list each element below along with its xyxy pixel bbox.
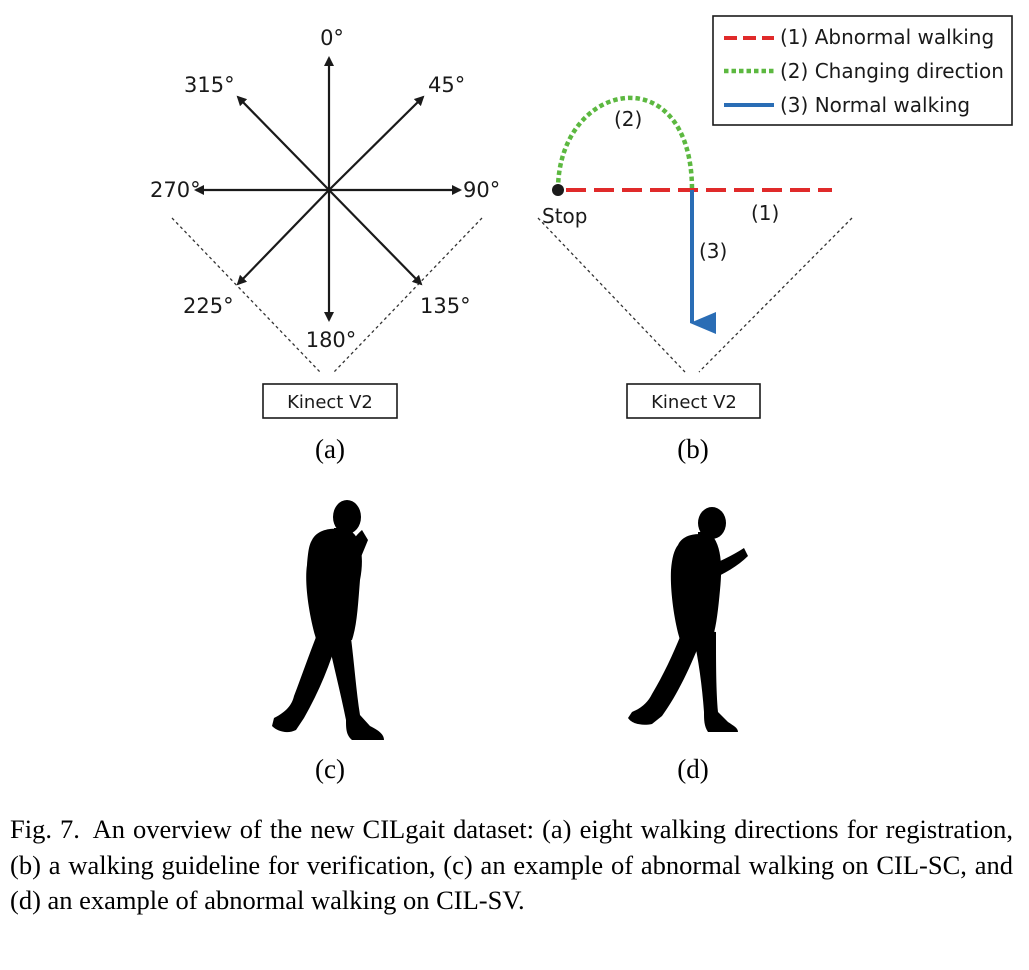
sublabel-b: (b): [677, 434, 708, 464]
kinect-label-a: Kinect V2: [287, 392, 373, 413]
fov-line-right-b: [698, 217, 853, 373]
label-135: 135°: [420, 294, 471, 318]
silhouette-phone-call: [272, 500, 384, 740]
caption-label: Fig. 7.: [10, 814, 80, 844]
label-180: 180°: [306, 328, 357, 352]
arrow-315: [236, 95, 330, 191]
path-label-normal: (3): [699, 239, 727, 263]
path-label-changing: (2): [614, 107, 642, 131]
legend-label-abnormal: (1) Abnormal walking: [780, 25, 994, 49]
silhouette-phone-text: [628, 507, 748, 732]
panel-b: (1) Abnormal walking (2) Changing direct…: [537, 15, 1013, 464]
kinect-box-a: [262, 383, 398, 419]
label-0: 0°: [320, 26, 344, 50]
arrow-45: [328, 95, 425, 191]
panel-d: (d): [628, 507, 748, 784]
kinect-label-b: Kinect V2: [651, 392, 737, 413]
figure-caption: Fig. 7. An overview of the new CILgait d…: [10, 812, 1013, 919]
path-changing-direction: [555, 95, 695, 191]
path-label-abnormal: (1): [751, 201, 779, 225]
label-225: 225°: [183, 294, 234, 318]
figure-7: 0° 45° 90° 135° 180° 225° 270° 315° Kine…: [150, 15, 1013, 784]
sublabel-a: (a): [315, 434, 345, 464]
legend-label-changing: (2) Changing direction: [780, 59, 1004, 83]
legend: (1) Abnormal walking (2) Changing direct…: [712, 15, 1013, 126]
label-45: 45°: [428, 73, 465, 97]
fov-line-left-b: [537, 217, 686, 373]
sublabel-d: (d): [677, 754, 708, 784]
panel-c: (c): [272, 500, 384, 784]
stop-point: [552, 184, 564, 196]
label-315: 315°: [184, 73, 235, 97]
label-90: 90°: [463, 178, 500, 202]
panel-a: 0° 45° 90° 135° 180° 225° 270° 315° Kine…: [150, 26, 500, 464]
caption-text: An overview of the new CILgait dataset: …: [10, 814, 1013, 915]
kinect-box-b: [626, 383, 761, 419]
sublabel-c: (c): [315, 754, 345, 784]
arrow-135: [328, 189, 423, 286]
arrow-225: [236, 189, 330, 286]
stop-label: Stop: [542, 204, 587, 228]
legend-label-normal: (3) Normal walking: [780, 93, 970, 117]
direction-arrows: [194, 56, 462, 322]
label-270: 270°: [150, 178, 201, 202]
